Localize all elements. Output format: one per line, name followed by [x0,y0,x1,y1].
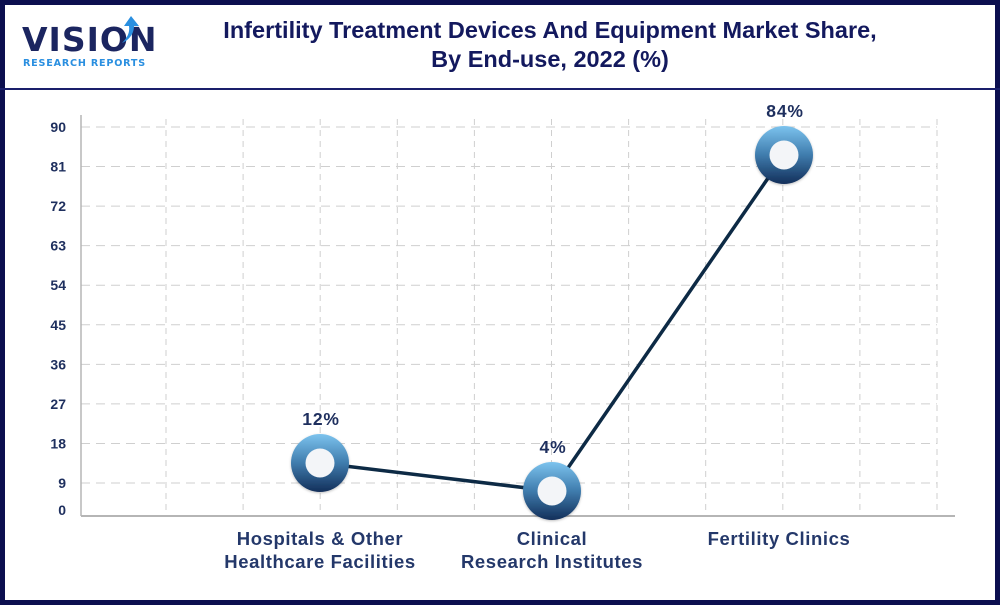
vision-research-reports-logo: VISION RESEARCH REPORTS [22,16,157,74]
logo-arrow-icon [122,16,139,43]
data-point-marker [755,126,813,184]
y-tick-label: 54 [50,277,66,293]
data-label: 12% [302,409,339,429]
marker-center [769,140,799,170]
y-tick-label: 90 [50,119,66,135]
data-label: 84% [766,101,803,121]
chart-subtitle: By End-use, 2022 (%) [431,46,669,72]
axes [80,115,955,517]
chart-title: Infertility Treatment Devices And Equipm… [223,17,877,43]
chart-title-block: Infertility Treatment Devices And Equipm… [180,16,920,74]
data-point-marker [291,434,349,492]
data-label: 4% [540,437,567,457]
series-markers [291,126,813,520]
y-tick-label: 0 [58,502,66,518]
y-tick-label: 81 [50,159,66,175]
y-tick-label: 72 [50,198,66,214]
y-tick-label: 63 [50,238,66,254]
data-labels: 12% 4% 84% [302,101,803,457]
gridlines [81,119,938,516]
y-tick-label: 45 [50,317,66,333]
x-tick-label: Fertility Clinics [708,528,851,549]
x-tick-label: Clinical [517,528,588,549]
x-tick-label: Healthcare Facilities [224,551,416,572]
header-divider [0,88,1000,90]
logo-wordmark: VISION [22,20,158,59]
y-axis-ticks: 0 9 18 27 36 45 54 63 72 81 90 [50,119,66,518]
y-tick-label: 9 [58,475,66,491]
x-tick-label: Hospitals & Other [237,528,403,549]
marker-center [537,476,567,506]
logo-subtitle: RESEARCH REPORTS [23,58,146,69]
y-tick-label: 27 [50,396,66,412]
y-tick-label: 18 [50,435,66,451]
x-tick-label: Research Institutes [461,551,643,572]
marker-center [305,448,335,478]
y-tick-label: 36 [50,356,66,372]
data-point-marker [523,462,581,520]
